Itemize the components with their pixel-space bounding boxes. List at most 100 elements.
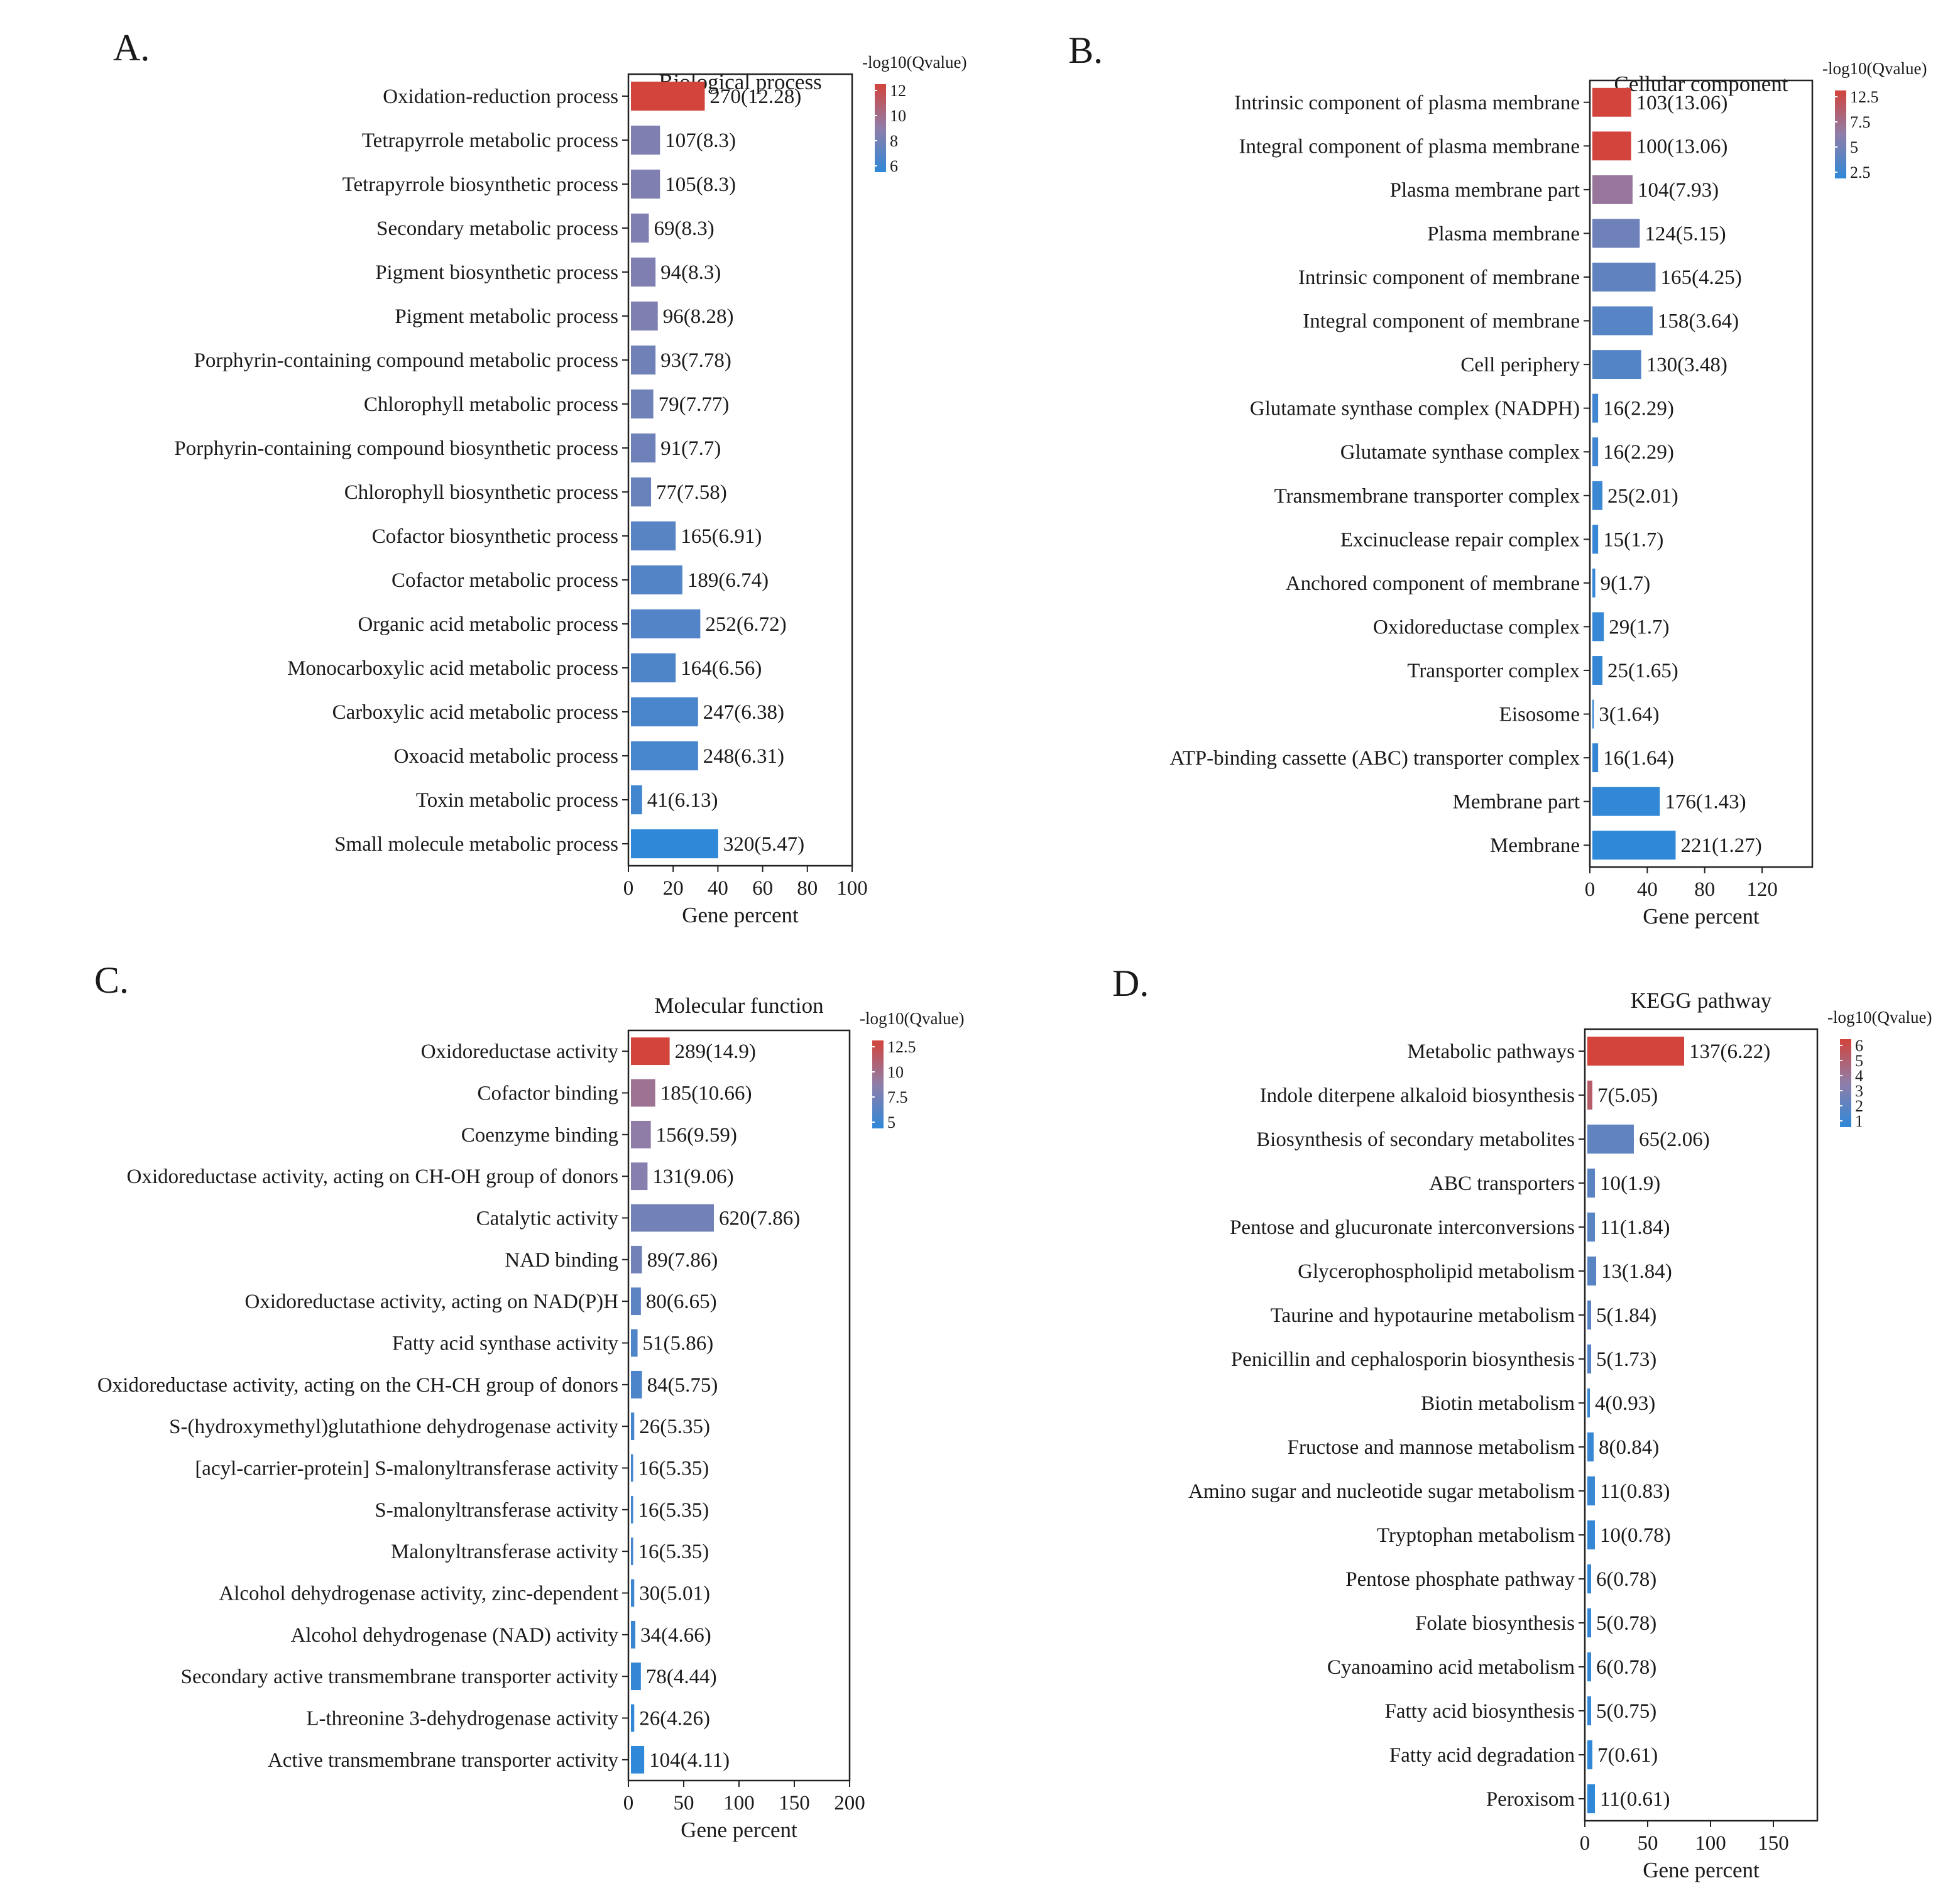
data-label: 29(1.7)	[1609, 616, 1669, 638]
bar	[1587, 1388, 1590, 1418]
data-label: 79(7.77)	[659, 393, 730, 416]
plot-frame	[1589, 79, 1814, 868]
category-label: Oxidoreductase activity, acting on NAD(P…	[245, 1290, 618, 1313]
category-label: Glutamate synthase complex (NADPH)	[1250, 398, 1580, 420]
category-label: Secondary active transmembrane transport…	[181, 1666, 619, 1688]
data-label: 16(5.35)	[638, 1458, 709, 1480]
category-label: Membrane part	[1453, 791, 1580, 814]
category-label: Tryptophan metabolism	[1377, 1524, 1575, 1547]
category-label: Plasma membrane	[1427, 222, 1580, 245]
category-label: Carboxylic acid metabolic process	[332, 701, 618, 724]
bar	[1592, 787, 1660, 816]
category-label: Toxin metabolic process	[416, 789, 618, 812]
bar	[1592, 437, 1599, 467]
x-tick-label: 80	[1694, 878, 1715, 901]
bar	[631, 1454, 633, 1482]
bar	[631, 653, 676, 683]
category-label: Folate biosynthesis	[1415, 1612, 1575, 1635]
legend-tick-label: 12.5	[887, 1038, 916, 1056]
category-label: [acyl-carrier-protein] S-malonyltransfer…	[195, 1458, 618, 1480]
panel-label: D.	[1112, 963, 1149, 1004]
bar	[631, 1037, 670, 1066]
legend-tick-label: 6	[890, 157, 898, 175]
category-label: Plasma membrane part	[1390, 179, 1580, 202]
data-label: 3(1.64)	[1599, 704, 1659, 726]
x-tick-label: 0	[623, 877, 634, 900]
bar	[631, 829, 718, 859]
bar	[631, 1537, 633, 1566]
bar	[631, 1162, 648, 1191]
bar	[1592, 612, 1604, 641]
data-label: 189(6.74)	[687, 569, 769, 592]
category-label: Malonyltransferase activity	[391, 1541, 618, 1563]
category-label: Cyanoamino acid metabolism	[1327, 1656, 1575, 1679]
chart-title: Cellular component	[1614, 72, 1788, 96]
bar	[1592, 656, 1602, 685]
category-label: Fatty acid biosynthesis	[1385, 1700, 1575, 1723]
data-label: 124(5.15)	[1645, 222, 1726, 245]
plot-frame	[1584, 1028, 1819, 1822]
bar	[1587, 1784, 1595, 1814]
category-label: S-(hydroxymethyl)glutathione dehydrogena…	[169, 1416, 618, 1438]
category-label: Oxidation-reduction process	[383, 85, 618, 108]
category-label: Anchored component of membrane	[1286, 572, 1580, 595]
data-label: 270(12.28)	[709, 85, 801, 108]
data-label: 103(13.06)	[1636, 92, 1728, 114]
bar	[1587, 1300, 1591, 1330]
bar	[1592, 263, 1656, 292]
data-label: 11(1.84)	[1600, 1216, 1670, 1239]
x-tick-label: 200	[834, 1792, 865, 1814]
data-label: 5(0.75)	[1596, 1700, 1656, 1723]
category-label: Penicillin and cephalosporin biosynthesi…	[1231, 1348, 1575, 1371]
bar	[631, 257, 656, 287]
bar	[631, 125, 660, 155]
x-tick-label: 100	[836, 877, 868, 900]
x-tick-label: 60	[752, 877, 773, 900]
category-label: Oxoacid metabolic process	[394, 745, 618, 768]
legend-tick-label: 8	[890, 132, 898, 150]
bar	[631, 609, 701, 639]
bar	[631, 697, 698, 727]
bar	[631, 1620, 636, 1649]
data-label: 25(2.01)	[1607, 485, 1678, 508]
category-label: L-threonine 3-dehydrogenase activity	[306, 1708, 618, 1730]
data-label: 252(6.72)	[705, 613, 786, 636]
data-label: 176(1.43)	[1665, 791, 1746, 814]
x-tick-label: 100	[1695, 1832, 1726, 1855]
x-tick-label: 150	[779, 1792, 810, 1814]
x-tick-label: 20	[663, 877, 684, 900]
data-label: 165(4.25)	[1660, 266, 1741, 289]
category-label: Amino sugar and nucleotide sugar metabol…	[1188, 1480, 1575, 1503]
x-tick-label: 80	[797, 877, 818, 900]
category-label: Small molecule metabolic process	[334, 833, 618, 856]
data-label: 221(1.27)	[1680, 834, 1761, 857]
bar	[631, 389, 654, 419]
x-tick-label: 50	[1638, 1832, 1658, 1855]
category-label: Porphyrin-containing compound biosynthet…	[174, 437, 618, 460]
panel-label: B.	[1068, 30, 1103, 71]
bar	[1587, 1652, 1591, 1682]
data-label: 16(1.64)	[1603, 747, 1674, 770]
bar	[631, 1370, 642, 1399]
category-label: Chlorophyll metabolic process	[364, 393, 618, 416]
bar	[631, 1204, 714, 1232]
legend-tick-label: 4	[1855, 1067, 1863, 1085]
bar	[1592, 568, 1596, 598]
bar	[1592, 87, 1631, 117]
data-label: 185(10.66)	[660, 1083, 752, 1105]
data-label: 26(4.26)	[639, 1708, 710, 1730]
data-label: 104(7.93)	[1638, 179, 1719, 202]
x-axis-label: Gene percent	[1643, 1858, 1760, 1882]
category-label: Excinuclease repair complex	[1340, 528, 1580, 551]
x-tick-label: 0	[623, 1792, 634, 1814]
category-label: Organic acid metabolic process	[358, 613, 618, 636]
bar	[631, 301, 658, 331]
bar	[631, 1079, 655, 1107]
bar	[631, 741, 698, 771]
legend-title: -log10(Qvalue)	[1822, 59, 1927, 78]
data-label: 10(0.78)	[1600, 1524, 1671, 1547]
data-label: 104(4.11)	[649, 1749, 730, 1772]
bar	[631, 169, 660, 199]
category-label: Integral component of plasma membrane	[1239, 135, 1580, 158]
bar	[631, 213, 649, 243]
